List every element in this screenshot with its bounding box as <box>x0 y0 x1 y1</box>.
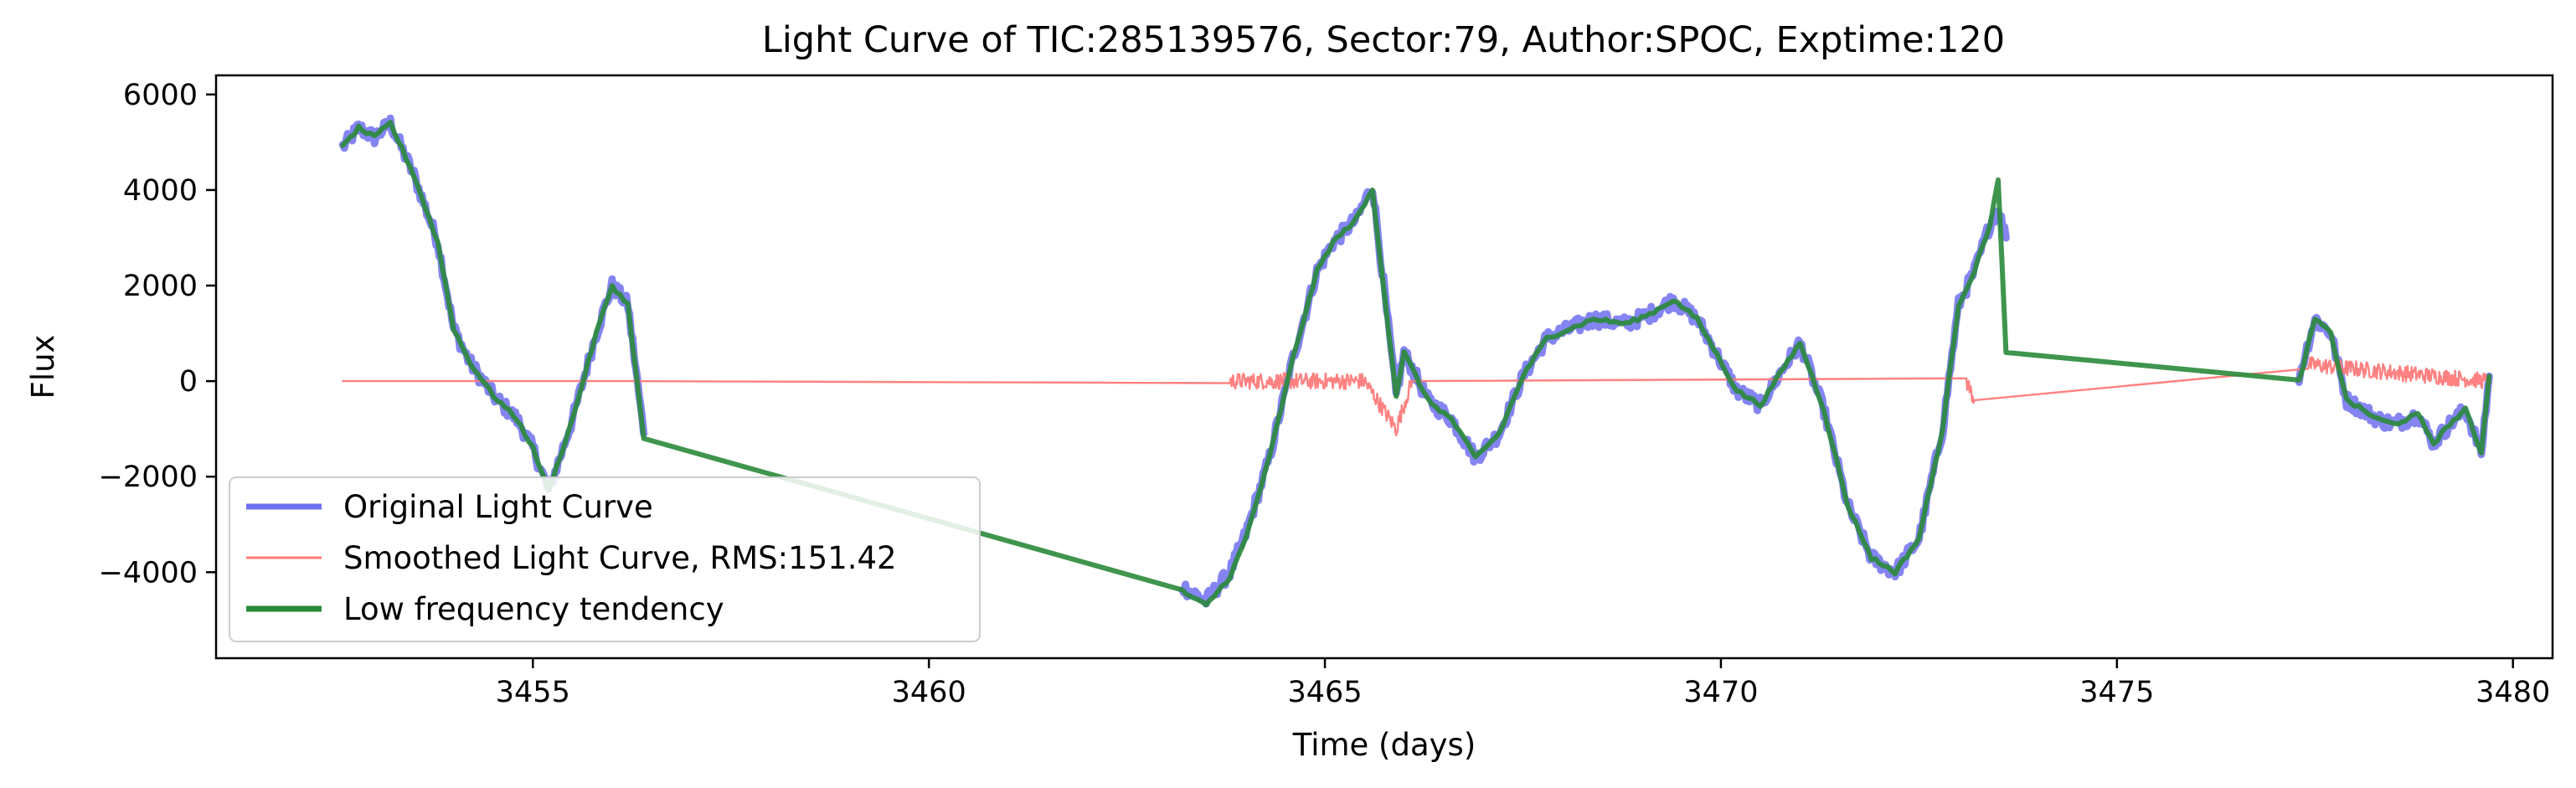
x-axis: 3455 3460 3465 3470 3475 3480 <box>496 658 2550 709</box>
legend-label-low-frequency: Low frequency tendency <box>343 591 724 627</box>
low-frequency-tendency-line <box>340 120 2492 608</box>
legend: Original Light Curve Smoothed Light Curv… <box>229 476 981 642</box>
legend-label-original: Original Light Curve <box>343 489 653 525</box>
x-axis-title: Time (days) <box>1292 727 1476 763</box>
x-tick-label: 3480 <box>2476 676 2550 709</box>
x-tick-label: 3455 <box>496 676 570 709</box>
original-light-curve-line <box>338 114 648 492</box>
x-tick-label: 3475 <box>2079 676 2154 709</box>
x-tick-label: 3465 <box>1288 676 1363 709</box>
legend-box <box>229 476 981 642</box>
plot-area <box>338 114 2493 608</box>
y-tick-label: 0 <box>179 365 198 399</box>
axes-frame <box>214 74 2554 660</box>
y-axis: −4000 −2000 0 2000 4000 6000 <box>99 79 216 590</box>
x-tick-label: 3460 <box>892 676 966 709</box>
smoothed-light-curve-line <box>342 356 2491 436</box>
y-tick-label: −4000 <box>99 556 198 590</box>
legend-label-smoothed: Smoothed Light Curve, RMS:151.42 <box>343 540 897 576</box>
chart-title: Light Curve of TIC:285139576, Sector:79,… <box>762 19 2005 61</box>
original-light-curve-line <box>2295 313 2493 459</box>
y-tick-label: 4000 <box>123 174 198 208</box>
y-tick-label: −2000 <box>99 461 198 494</box>
y-axis-title: Flux <box>25 335 61 399</box>
original-light-curve-line <box>1178 188 2010 608</box>
y-tick-label: 6000 <box>123 79 198 112</box>
y-tick-label: 2000 <box>123 270 198 303</box>
x-tick-label: 3470 <box>1683 676 1758 709</box>
